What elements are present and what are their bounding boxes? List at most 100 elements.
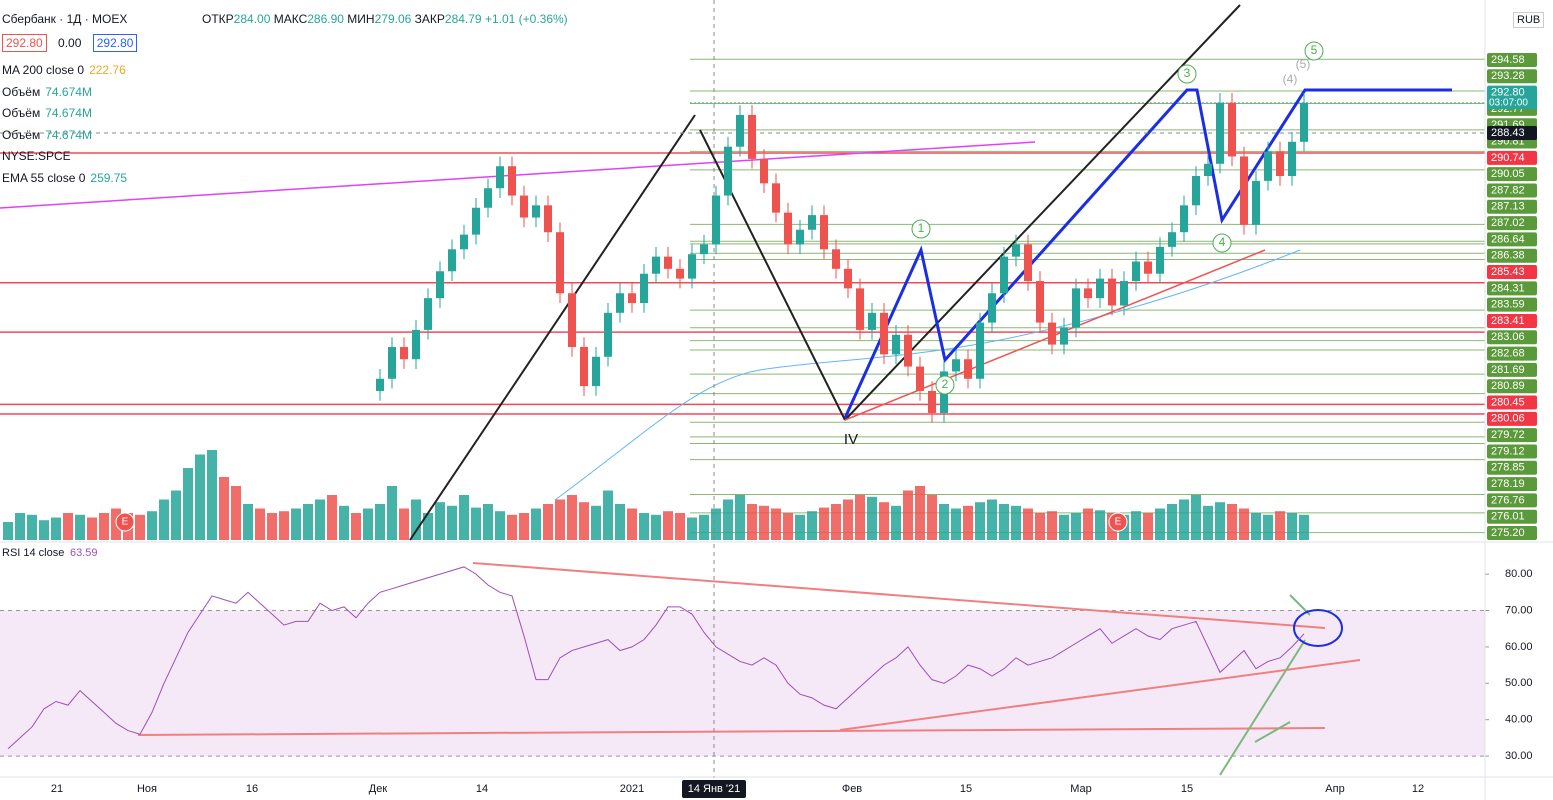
candle-body — [1024, 244, 1032, 282]
candle-body — [772, 183, 780, 213]
candle-body — [592, 356, 600, 387]
candle-body — [1192, 176, 1200, 206]
level-label: 292.80 — [1491, 87, 1525, 99]
candle-body — [616, 293, 624, 313]
candle-body — [400, 347, 408, 360]
volume-bar — [819, 507, 829, 540]
level-label: 278.85 — [1491, 462, 1525, 474]
bid[interactable]: 292.80 — [2, 34, 47, 52]
volume-bar — [99, 513, 109, 540]
level-tag — [1487, 395, 1537, 410]
candle-body — [712, 195, 720, 245]
volume-bar — [447, 505, 457, 540]
candle-body — [388, 347, 396, 379]
earnings-marker: E — [1115, 517, 1122, 528]
level-label: 280.06 — [1491, 413, 1525, 425]
volume-bar — [1263, 514, 1273, 540]
candle-body — [460, 234, 468, 250]
indicator-value: 259.75 — [90, 170, 128, 185]
volume-bar — [315, 499, 325, 540]
high: 286.90 — [307, 12, 344, 26]
volume-bar — [147, 511, 157, 540]
candle-body — [736, 114, 744, 147]
candle-body — [964, 359, 972, 379]
volume-bar — [243, 504, 253, 540]
volume-bar — [1071, 513, 1081, 540]
open-label: ОТКР — [202, 12, 234, 26]
candle-body — [532, 205, 540, 218]
level-label: 293.28 — [1491, 70, 1525, 82]
countdown: 03:07:00 — [1489, 98, 1528, 109]
x-tick-label: 2021 — [620, 783, 644, 795]
volume-bar — [759, 505, 769, 540]
indicator[interactable]: EMA 55 close 0 259.75 — [2, 171, 127, 185]
candle-body — [724, 146, 732, 196]
wave-circle — [1177, 64, 1197, 84]
candle-body — [1012, 244, 1020, 257]
wave-circle — [911, 219, 931, 239]
currency[interactable]: RUB — [1513, 12, 1545, 28]
volume-bar — [687, 517, 697, 540]
candle-body — [568, 293, 576, 348]
volume-bar — [63, 513, 73, 540]
level-tag — [1487, 232, 1537, 247]
volume-bar — [543, 504, 553, 540]
candle-body — [604, 312, 612, 357]
rsi-trend-line — [1219, 639, 1306, 776]
volume-bar — [279, 511, 289, 540]
indicator-name: Объём — [2, 106, 41, 120]
candle-body — [628, 293, 636, 304]
indicator[interactable]: NYSE:SPCE — [2, 149, 71, 163]
level-tag — [1487, 362, 1537, 377]
volume-bar — [1131, 511, 1141, 540]
candle-body — [688, 254, 696, 279]
volume-bar — [507, 514, 517, 540]
level-label: 287.02 — [1491, 217, 1525, 229]
level-tag — [1487, 248, 1537, 263]
volume-bar — [1047, 511, 1057, 540]
ask[interactable]: 292.80 — [92, 34, 138, 52]
level-tag — [1487, 526, 1537, 540]
candle-body — [976, 322, 984, 379]
level-tag — [1487, 281, 1537, 296]
volume-bar — [363, 508, 373, 540]
volume-bar — [831, 504, 841, 540]
wave-circle — [935, 375, 955, 395]
candle-body — [928, 390, 936, 413]
volume-bar — [471, 507, 481, 540]
wave-label: 2 — [942, 377, 949, 391]
volume-bar — [1035, 513, 1045, 540]
volume-bar — [567, 495, 577, 540]
candle-body — [1264, 151, 1272, 181]
volume-bar — [591, 505, 601, 540]
high-label: МАКС — [273, 12, 308, 26]
volume-bar — [711, 508, 721, 540]
earnings-circle — [115, 512, 135, 532]
indicator[interactable]: Объём 74.674M — [2, 85, 92, 99]
candle-body — [412, 329, 420, 360]
bid-ask: 292.80 0.00 292.80 — [2, 34, 138, 52]
volume-bar — [1095, 510, 1105, 540]
volume-bar — [1023, 508, 1033, 540]
candle-body — [1156, 246, 1164, 274]
candle-body — [520, 195, 528, 218]
volume-bar — [39, 520, 49, 540]
level-tag — [1487, 411, 1537, 426]
candle-body — [676, 268, 684, 279]
indicator[interactable]: Объём 74.674M — [2, 128, 92, 142]
volume-bar — [27, 514, 37, 540]
rsi-trend-line — [472, 562, 1326, 629]
volume-bar — [183, 468, 193, 540]
indicator[interactable]: MA 200 close 0 222.76 — [2, 63, 126, 77]
wave-label: IV — [844, 431, 858, 448]
candle-body — [1072, 288, 1080, 328]
wave-circle — [1304, 41, 1324, 61]
candle-body — [1096, 278, 1104, 299]
y-tick-label: 80.00 — [1505, 568, 1533, 580]
volume-bar — [915, 486, 925, 540]
indicator[interactable]: Объём 74.674M — [2, 106, 92, 120]
candle-body — [436, 271, 444, 299]
level-label: 283.59 — [1491, 299, 1525, 311]
volume-bar — [387, 486, 397, 540]
candle-body — [1180, 205, 1188, 233]
